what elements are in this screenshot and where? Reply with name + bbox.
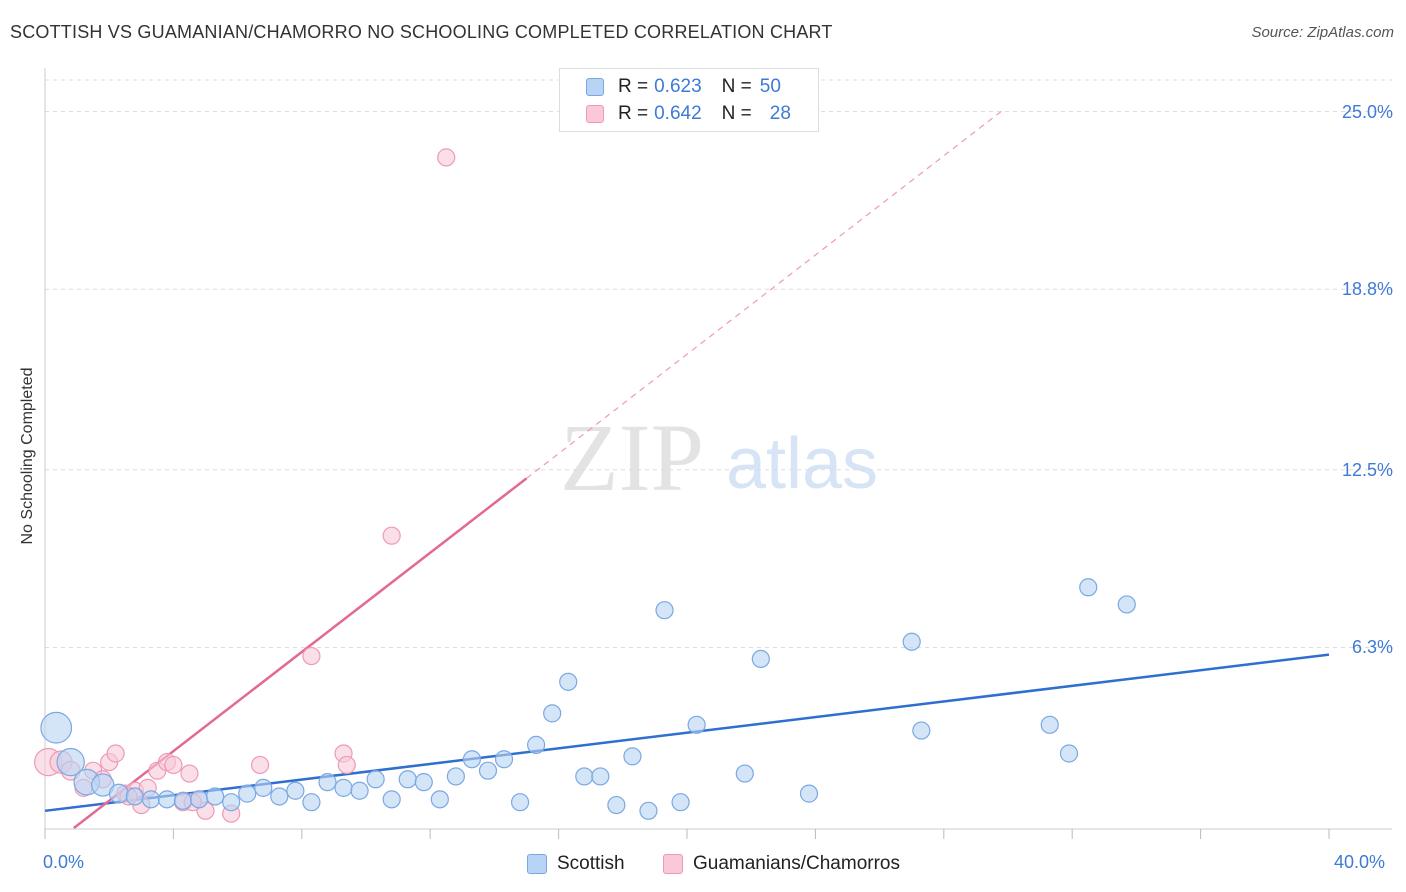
point-scottish-40 bbox=[687, 715, 706, 734]
point-scottish-26 bbox=[462, 750, 482, 769]
legend-r-value-scottish: 0.623 bbox=[654, 76, 702, 97]
legend-r-value-guam: 0.642 bbox=[654, 103, 702, 124]
legend-n-value-guam: 28 bbox=[769, 103, 791, 124]
source-label: Source: ZipAtlas.com bbox=[1251, 24, 1394, 41]
point-scottish-12 bbox=[238, 784, 257, 803]
trend-line-guam-extrapolated bbox=[526, 108, 1006, 479]
point-scottish-15 bbox=[286, 781, 305, 800]
legend-n-value-scottish: 50 bbox=[759, 76, 781, 97]
chart-title: SCOTTISH VS GUAMANIAN/CHAMORRO NO SCHOOL… bbox=[10, 22, 833, 42]
point-scottish-22 bbox=[398, 770, 417, 789]
point-scottish-5 bbox=[125, 787, 144, 806]
point-scottish-32 bbox=[559, 672, 578, 691]
point-scottish-41 bbox=[735, 764, 754, 783]
point-scottish-20 bbox=[366, 770, 385, 789]
series-legend-guam: Guamanians/Chamorros bbox=[663, 852, 900, 876]
point-scottish-28 bbox=[494, 750, 514, 769]
y-tick-label-3: 25.0% bbox=[1341, 101, 1393, 122]
point-guam-20 bbox=[302, 646, 321, 666]
point-guam-6 bbox=[106, 744, 125, 763]
point-scottish-37 bbox=[639, 801, 658, 820]
point-scottish-6 bbox=[141, 790, 161, 809]
point-scottish-44 bbox=[902, 632, 921, 651]
y-tick-label-0: 6.3% bbox=[1351, 637, 1393, 658]
point-scottish-36 bbox=[623, 747, 642, 766]
y-tick-label-1: 12.5% bbox=[1341, 459, 1393, 480]
correlation-legend: R = 0.623 N = 50 R = 0.642 N = 28 bbox=[559, 68, 819, 132]
grid-layer bbox=[45, 79, 1392, 648]
points-layer bbox=[34, 148, 1136, 823]
point-guam-24 bbox=[437, 148, 456, 167]
watermark-atlas: atlas bbox=[726, 424, 878, 504]
point-scottish-10 bbox=[206, 787, 225, 806]
point-scottish-25 bbox=[446, 767, 465, 786]
series-swatch-scottish bbox=[527, 854, 547, 874]
point-scottish-43 bbox=[799, 784, 819, 803]
y-tick-label-2: 18.8% bbox=[1341, 279, 1393, 300]
point-scottish-0 bbox=[40, 711, 73, 744]
point-scottish-31 bbox=[543, 704, 562, 723]
point-scottish-4 bbox=[108, 783, 129, 804]
point-scottish-14 bbox=[270, 787, 289, 806]
point-scottish-27 bbox=[478, 761, 498, 780]
legend-swatch-scottish bbox=[586, 78, 604, 96]
point-guam-23 bbox=[382, 526, 401, 545]
legend-row-guam: R = 0.642 N = 28 bbox=[586, 103, 791, 125]
legend-r-label: R = bbox=[618, 76, 649, 97]
point-scottish-7 bbox=[157, 790, 177, 809]
point-scottish-13 bbox=[254, 778, 273, 797]
point-scottish-30 bbox=[527, 735, 546, 754]
watermark-zip: ZIP bbox=[560, 404, 704, 511]
point-scottish-9 bbox=[189, 790, 209, 809]
x-tick-label-min: 0.0% bbox=[43, 852, 85, 872]
point-scottish-24 bbox=[430, 790, 449, 809]
point-scottish-11 bbox=[222, 793, 241, 812]
axis-layer bbox=[44, 68, 1392, 839]
series-swatch-guam bbox=[663, 854, 683, 874]
point-scottish-42 bbox=[751, 649, 770, 669]
series-label-scottish: Scottish bbox=[557, 853, 625, 874]
point-scottish-23 bbox=[414, 773, 433, 792]
point-scottish-17 bbox=[318, 773, 337, 792]
point-scottish-21 bbox=[382, 790, 401, 809]
point-scottish-33 bbox=[575, 767, 594, 786]
point-scottish-34 bbox=[591, 767, 610, 786]
point-scottish-47 bbox=[1059, 744, 1079, 763]
point-scottish-16 bbox=[302, 793, 321, 812]
legend-n-label: N = bbox=[721, 76, 752, 97]
point-guam-19 bbox=[250, 755, 270, 775]
trend-line-scottish bbox=[44, 653, 1330, 813]
point-guam-15 bbox=[180, 764, 199, 783]
series-legend-scottish: Scottish bbox=[527, 852, 625, 876]
y-axis-label: No Schooling Completed bbox=[19, 367, 36, 545]
point-scottish-48 bbox=[1079, 578, 1098, 597]
watermark: ZIP atlas bbox=[560, 404, 878, 511]
point-scottish-39 bbox=[671, 793, 690, 812]
x-tick-label-max: 40.0% bbox=[1334, 852, 1386, 872]
point-scottish-1 bbox=[56, 747, 85, 777]
point-scottish-29 bbox=[510, 793, 530, 812]
point-scottish-38 bbox=[655, 601, 674, 620]
point-scottish-45 bbox=[912, 721, 931, 740]
point-scottish-46 bbox=[1040, 715, 1059, 734]
point-guam-13 bbox=[164, 755, 183, 775]
legend-r-label: R = bbox=[618, 103, 649, 124]
legend-row-scottish: R = 0.623 N = 50 bbox=[586, 76, 781, 98]
legend-n-label: N = bbox=[721, 103, 752, 124]
legend-swatch-guam bbox=[586, 105, 604, 123]
point-guam-22 bbox=[337, 755, 356, 775]
point-scottish-8 bbox=[173, 791, 193, 810]
point-scottish-18 bbox=[334, 778, 353, 797]
point-scottish-19 bbox=[350, 781, 369, 800]
point-scottish-35 bbox=[607, 795, 626, 815]
series-label-guam: Guamanians/Chamorros bbox=[693, 853, 900, 874]
point-scottish-49 bbox=[1117, 595, 1136, 614]
